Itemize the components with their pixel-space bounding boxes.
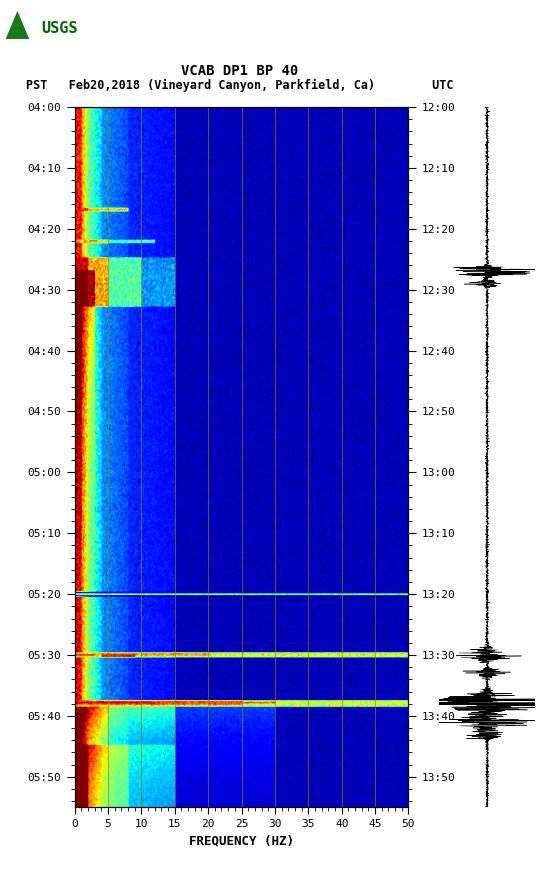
Text: VCAB DP1 BP 40: VCAB DP1 BP 40	[182, 64, 299, 78]
X-axis label: FREQUENCY (HZ): FREQUENCY (HZ)	[189, 835, 294, 847]
Polygon shape	[6, 11, 29, 39]
Text: PST   Feb20,2018 (Vineyard Canyon, Parkfield, Ca)        UTC: PST Feb20,2018 (Vineyard Canyon, Parkfie…	[26, 78, 454, 92]
Text: USGS: USGS	[41, 21, 78, 36]
